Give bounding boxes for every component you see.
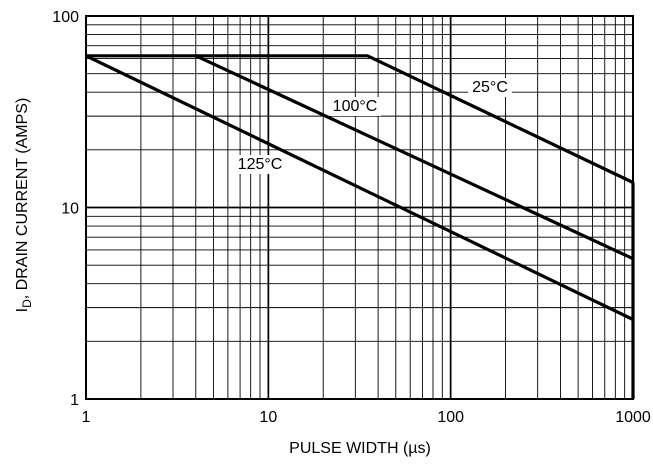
y-axis-label: ID, DRAIN CURRENT (AMPS) (14, 98, 34, 313)
curve-label-background (233, 155, 287, 174)
curve-label-background (468, 78, 512, 97)
curve-label: 125°C (238, 156, 283, 173)
y-tick-label: 100 (52, 9, 79, 26)
x-tick-label: 1 (82, 409, 91, 426)
curves (85, 54, 635, 399)
y-tick-label: 1 (70, 392, 79, 409)
curve-line (85, 54, 634, 321)
curve-label-group: 125°C (233, 155, 287, 174)
ticks: 1 10 100 1000 1 10 100 (52, 9, 651, 426)
curve-label-group: 25°C (468, 78, 512, 97)
x-tick-label: 10 (259, 409, 277, 426)
curve-label: 100°C (333, 98, 378, 115)
x-axis-label: PULSE WIDTH (µs) (289, 440, 431, 457)
curve-line (86, 54, 634, 184)
curve-label: 25°C (472, 79, 508, 96)
y-tick-label: 10 (61, 201, 79, 218)
y-axis-label-subscript: D (20, 299, 34, 308)
curve-line (195, 54, 634, 261)
x-tick-label: 100 (437, 409, 464, 426)
x-tick-label: 1000 (615, 409, 651, 426)
y-axis-label-rest: , DRAIN CURRENT (AMPS) (14, 98, 31, 300)
grid (85, 15, 634, 400)
y-axis-label-main: I (14, 308, 31, 312)
curve-label-background (328, 97, 382, 116)
curve-labels: 25°C 100°C 125°C (233, 78, 512, 174)
curve-label-group: 100°C (328, 97, 382, 116)
